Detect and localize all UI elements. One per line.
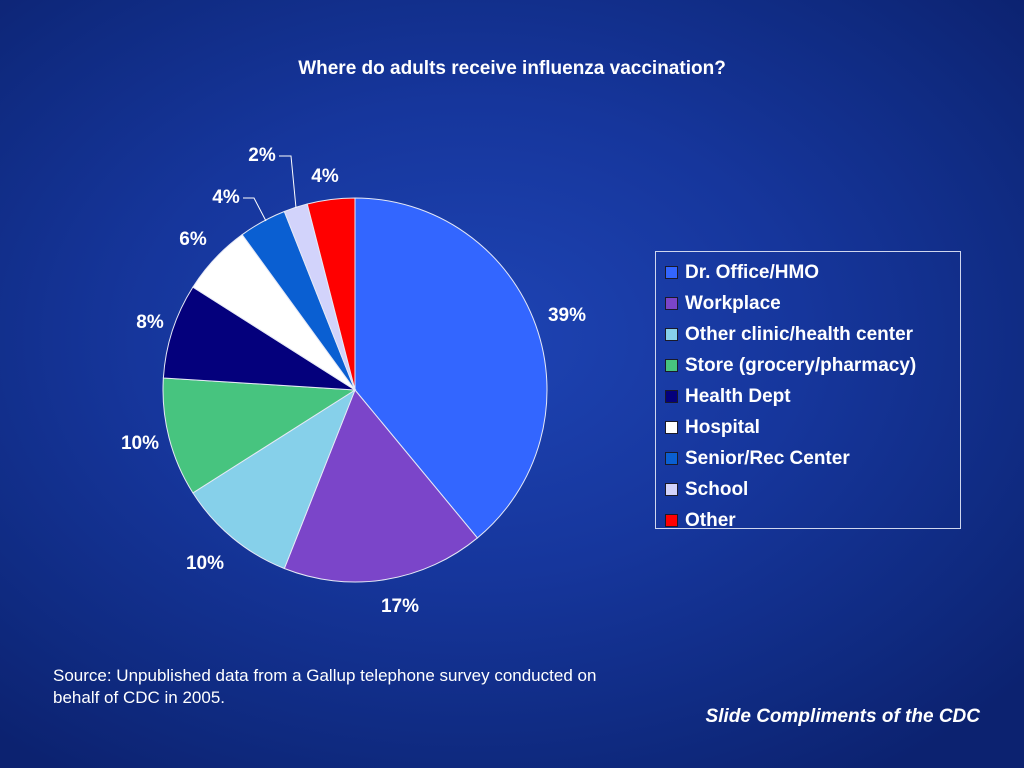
data-label: 10% bbox=[121, 433, 159, 454]
legend-label: Hospital bbox=[685, 416, 760, 438]
legend-swatch bbox=[665, 421, 678, 434]
pie-slice-dr-office-hmo bbox=[354, 197, 548, 539]
leader-line bbox=[279, 155, 297, 209]
data-label: 4% bbox=[212, 187, 240, 208]
legend-swatch bbox=[665, 390, 678, 403]
legend-label: Other clinic/health center bbox=[685, 323, 914, 345]
legend-item: Workplace bbox=[665, 288, 960, 319]
data-label: 4% bbox=[311, 166, 339, 187]
legend-swatch bbox=[665, 452, 678, 465]
legend-item: Senior/Rec Center bbox=[665, 443, 960, 474]
legend-label: Senior/Rec Center bbox=[685, 447, 850, 469]
data-labels: 39%17%10%10%8%6%4%2%4% bbox=[121, 145, 586, 617]
leader-lines bbox=[243, 155, 297, 222]
legend-item: School bbox=[665, 474, 960, 505]
legend-label: Store (grocery/pharmacy) bbox=[685, 354, 917, 376]
legend-label: Other bbox=[685, 509, 736, 531]
data-label: 6% bbox=[179, 229, 207, 250]
legend-item: Hospital bbox=[665, 412, 960, 443]
pie-slice-workplace bbox=[283, 389, 479, 583]
legend-swatch bbox=[665, 359, 678, 372]
legend-label: School bbox=[685, 478, 749, 500]
data-label: 17% bbox=[381, 596, 419, 617]
legend-label: Health Dept bbox=[685, 385, 791, 407]
pie-slice-other-clinic-health-center bbox=[192, 388, 357, 570]
legend-swatch bbox=[665, 483, 678, 496]
legend-item: Store (grocery/pharmacy) bbox=[665, 350, 960, 381]
pie-slices bbox=[162, 197, 548, 583]
chart-title: Where do adults receive influenza vaccin… bbox=[298, 58, 726, 79]
legend: Dr. Office/HMO Workplace Other clinic/heal… bbox=[655, 251, 961, 531]
data-label: 39% bbox=[548, 305, 586, 326]
legend-item: Other bbox=[665, 505, 960, 536]
data-label: 10% bbox=[186, 553, 224, 574]
pie-slice-other bbox=[306, 197, 356, 391]
legend-item: Health Dept bbox=[665, 381, 960, 412]
leader-line bbox=[243, 197, 267, 222]
legend-label: Workplace bbox=[685, 292, 781, 314]
pie-slice-health-dept bbox=[162, 286, 356, 391]
legend-swatch bbox=[665, 266, 678, 279]
data-label: 8% bbox=[136, 312, 164, 333]
legend-swatch bbox=[665, 297, 678, 310]
legend-swatch bbox=[665, 514, 678, 527]
credit-line: Slide Compliments of the CDC bbox=[705, 706, 980, 727]
legend-item: Dr. Office/HMO bbox=[665, 257, 960, 288]
data-label: 2% bbox=[248, 145, 276, 166]
legend-swatch bbox=[665, 328, 678, 341]
pie-slice-store-grocery-pharmacy bbox=[162, 377, 357, 494]
source-note: Source: Unpublished data from a Gallup t… bbox=[53, 666, 597, 707]
legend-item: Other clinic/health center bbox=[665, 319, 960, 350]
legend-label: Dr. Office/HMO bbox=[685, 261, 820, 283]
